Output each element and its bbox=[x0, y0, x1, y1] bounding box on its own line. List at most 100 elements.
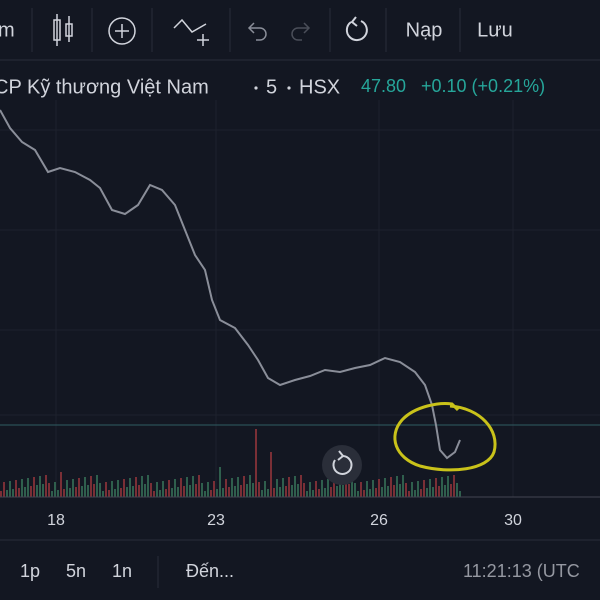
symbol-name: CP Kỹ thương Việt Nam bbox=[0, 76, 209, 98]
volume-bar bbox=[342, 485, 344, 497]
volume-bar bbox=[354, 483, 356, 497]
volume-bar bbox=[318, 489, 320, 497]
volume-bar bbox=[324, 488, 326, 497]
volume-bar bbox=[78, 478, 80, 497]
symbol-exchange: HSX bbox=[299, 76, 340, 98]
volume-bar bbox=[372, 480, 374, 497]
volume-bar bbox=[36, 485, 38, 497]
volume-bar bbox=[81, 486, 83, 497]
volume-bar bbox=[351, 475, 353, 497]
volume-bar bbox=[393, 485, 395, 497]
volume-bar bbox=[420, 489, 422, 497]
volume-bar bbox=[60, 472, 62, 497]
volume-bar bbox=[369, 489, 371, 497]
volume-bar bbox=[366, 481, 368, 497]
volume-bar bbox=[264, 481, 266, 497]
volume-bar bbox=[213, 481, 215, 497]
volume-bar bbox=[453, 475, 455, 497]
volume-bar bbox=[54, 482, 56, 497]
volume-bar bbox=[333, 478, 335, 497]
volume-bar bbox=[396, 476, 398, 497]
volume-bar bbox=[138, 485, 140, 497]
compare-icon[interactable] bbox=[173, 18, 209, 46]
volume-bar bbox=[216, 489, 218, 497]
volume-bar bbox=[387, 486, 389, 497]
volume-bar bbox=[171, 488, 173, 497]
volume-bar bbox=[249, 475, 251, 497]
volume-bar bbox=[69, 488, 71, 497]
volume-bar bbox=[378, 479, 380, 497]
candle-icon[interactable] bbox=[53, 14, 73, 46]
volume-bar bbox=[402, 475, 404, 497]
volume-bar bbox=[195, 484, 197, 497]
volume-bar bbox=[93, 484, 95, 497]
volume-bar bbox=[108, 490, 110, 497]
volume-bar bbox=[153, 491, 155, 497]
volume-bar bbox=[168, 480, 170, 497]
volume-bar bbox=[114, 489, 116, 497]
volume-bar bbox=[207, 482, 209, 497]
volume-bar bbox=[183, 486, 185, 497]
volume-bar bbox=[399, 484, 401, 497]
volume-bar bbox=[186, 477, 188, 497]
add-indicator-icon[interactable] bbox=[108, 17, 136, 45]
volume-bar bbox=[426, 488, 428, 497]
volume-bar bbox=[84, 477, 86, 497]
volume-bar bbox=[273, 488, 275, 497]
reset-chart-button[interactable] bbox=[322, 445, 362, 485]
volume-bar bbox=[441, 477, 443, 497]
volume-bar bbox=[201, 483, 203, 497]
volume-bar bbox=[282, 478, 284, 497]
load-button[interactable]: Nạp bbox=[406, 19, 443, 41]
volume-bar bbox=[300, 475, 302, 497]
volume-bar bbox=[339, 477, 341, 497]
volume-bar bbox=[126, 487, 128, 497]
x-tick-label: 30 bbox=[504, 512, 522, 529]
volume-bar bbox=[105, 482, 107, 497]
volume-bar bbox=[123, 479, 125, 497]
volume-bar bbox=[405, 483, 407, 497]
range-button[interactable]: 5n bbox=[66, 561, 86, 581]
redo-icon[interactable] bbox=[291, 22, 311, 41]
volume-bar bbox=[228, 487, 230, 497]
volume-bar bbox=[63, 489, 65, 497]
volume-bar bbox=[411, 482, 413, 497]
volume-bar bbox=[189, 485, 191, 497]
dot bbox=[254, 86, 258, 90]
save-button[interactable]: Lưu bbox=[477, 19, 513, 41]
volume-bar bbox=[204, 491, 206, 497]
volume-bar bbox=[336, 486, 338, 497]
volume-bar bbox=[198, 475, 200, 497]
range-button[interactable]: 1p bbox=[20, 561, 40, 581]
volume-bar bbox=[276, 479, 278, 497]
volume-bar bbox=[381, 487, 383, 497]
volume-bar bbox=[9, 481, 11, 497]
volume-bar bbox=[135, 477, 137, 497]
volume-bar bbox=[279, 487, 281, 497]
volume-bar bbox=[162, 481, 164, 497]
volume-bar bbox=[255, 429, 257, 497]
undo-icon[interactable] bbox=[247, 22, 267, 41]
volume-bar bbox=[30, 486, 32, 497]
volume-bar bbox=[75, 487, 77, 497]
volume-bar bbox=[450, 484, 452, 497]
volume-bar bbox=[348, 484, 350, 497]
volume-bar bbox=[384, 478, 386, 497]
range-button[interactable]: 1n bbox=[112, 561, 132, 581]
volume-bar bbox=[144, 484, 146, 497]
volume-bar bbox=[129, 478, 131, 497]
toolbar: m Nạp Lưu bbox=[0, 8, 600, 61]
volume-bar bbox=[87, 485, 89, 497]
volume-bar bbox=[444, 485, 446, 497]
goto-button[interactable]: Đến... bbox=[186, 561, 234, 581]
volume-bar bbox=[357, 491, 359, 497]
volume-bar bbox=[306, 491, 308, 497]
volume-bar bbox=[219, 467, 221, 497]
volume-bar bbox=[51, 491, 53, 497]
volume-bar bbox=[375, 488, 377, 497]
volume-bar bbox=[210, 490, 212, 497]
symbol-header: CP Kỹ thương Việt Nam 5 HSX 47.80 +0.10 … bbox=[0, 76, 545, 99]
volume-bar bbox=[246, 484, 248, 497]
reset-icon[interactable] bbox=[345, 16, 368, 42]
